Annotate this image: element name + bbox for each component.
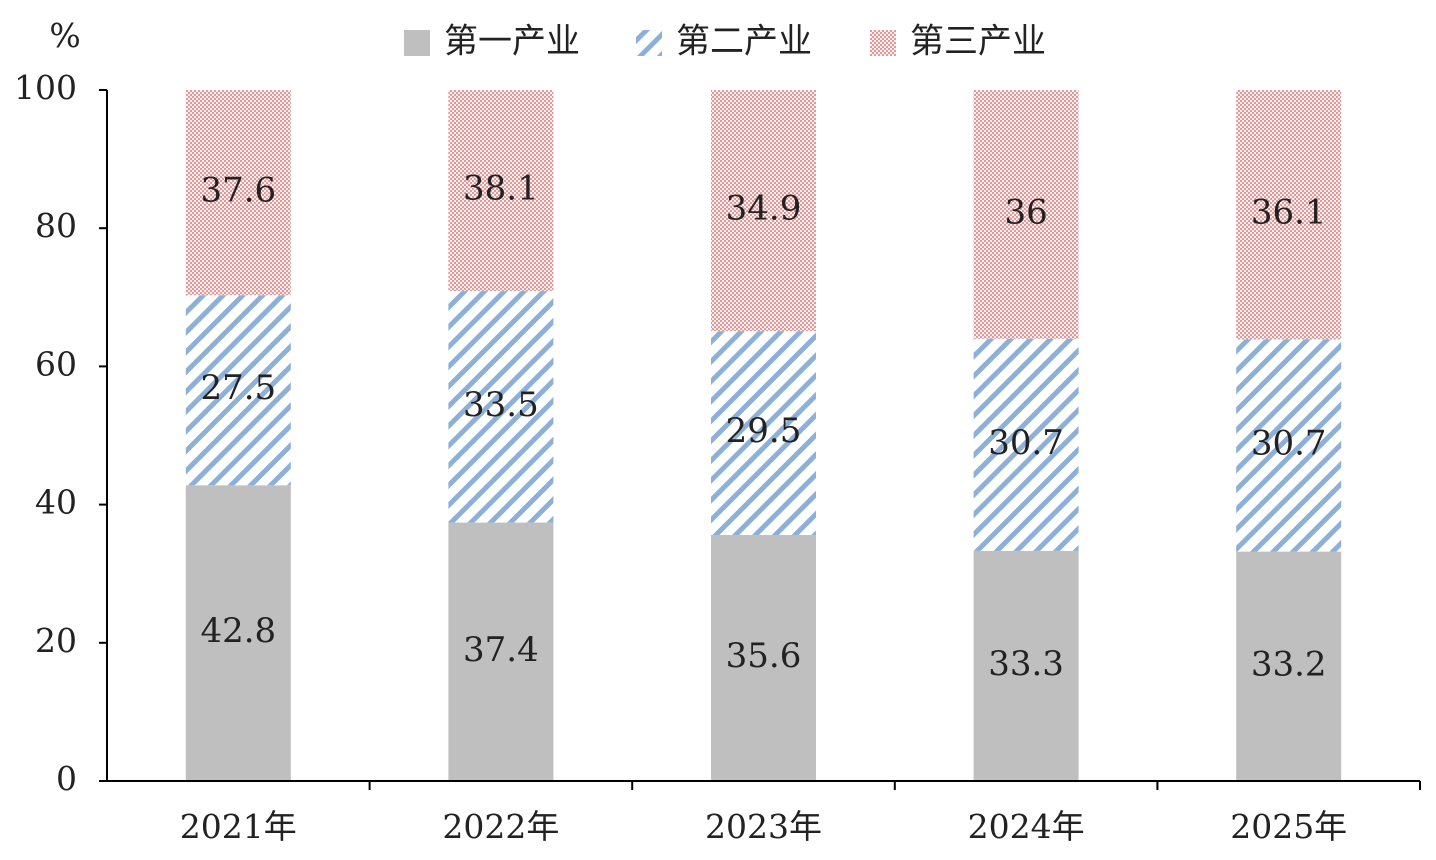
- bar-segment: [711, 90, 816, 332]
- bar-segment: [711, 331, 816, 536]
- legend-swatch: [636, 30, 662, 56]
- bar-segment: [185, 90, 291, 296]
- y-axis-unit: %: [49, 16, 80, 55]
- bar-segment: [448, 90, 554, 292]
- bar-segment: [711, 535, 816, 781]
- data-label: 36.1: [1251, 193, 1327, 233]
- x-tick-label: 2022年: [442, 807, 559, 846]
- bar-segment: [185, 485, 291, 781]
- bar-segment: [448, 522, 554, 781]
- data-label: 34.9: [726, 189, 802, 229]
- y-tick-label: 0: [56, 759, 77, 798]
- bar-segment: [973, 338, 1079, 551]
- plot-area: [185, 90, 1342, 781]
- data-label: 30.7: [1251, 424, 1327, 464]
- data-label: 33.2: [1251, 644, 1327, 684]
- bar-segment: [973, 550, 1079, 781]
- data-label: 33.5: [463, 385, 539, 425]
- bar-segment: [973, 90, 1079, 339]
- bar-segment: [1236, 339, 1342, 552]
- bar-segment: [1236, 551, 1342, 781]
- x-tick-label: 2025年: [1230, 807, 1347, 846]
- y-tick-label: 40: [35, 483, 77, 522]
- data-label: 29.5: [726, 411, 802, 451]
- legend-label: 第三产业: [910, 22, 1046, 62]
- bar-segment: [1236, 90, 1342, 340]
- y-tick-label: 20: [35, 621, 77, 660]
- y-tick-label: 80: [35, 206, 77, 245]
- data-label: 30.7: [988, 423, 1064, 463]
- legend-label: 第二产业: [676, 22, 812, 62]
- x-tick-label: 2021年: [180, 807, 297, 846]
- data-label: 27.5: [200, 368, 276, 408]
- data-label: 36: [1004, 192, 1047, 232]
- y-tick-label: 100: [14, 68, 77, 107]
- bar-segment: [185, 295, 291, 486]
- legend-swatch: [870, 30, 896, 56]
- bar-segment: [448, 291, 554, 523]
- data-label: 37.6: [200, 171, 276, 211]
- legend-label: 第一产业: [444, 22, 580, 62]
- y-tick-label: 60: [35, 344, 77, 383]
- legend-swatch: [404, 30, 430, 56]
- data-label: 35.6: [726, 636, 802, 676]
- x-tick-label: 2024年: [968, 807, 1085, 846]
- data-label: 33.3: [988, 644, 1064, 684]
- x-tick-label: 2023年: [705, 807, 822, 846]
- data-label: 37.4: [463, 630, 539, 670]
- data-label: 38.1: [463, 169, 539, 209]
- data-label: 42.8: [200, 611, 276, 651]
